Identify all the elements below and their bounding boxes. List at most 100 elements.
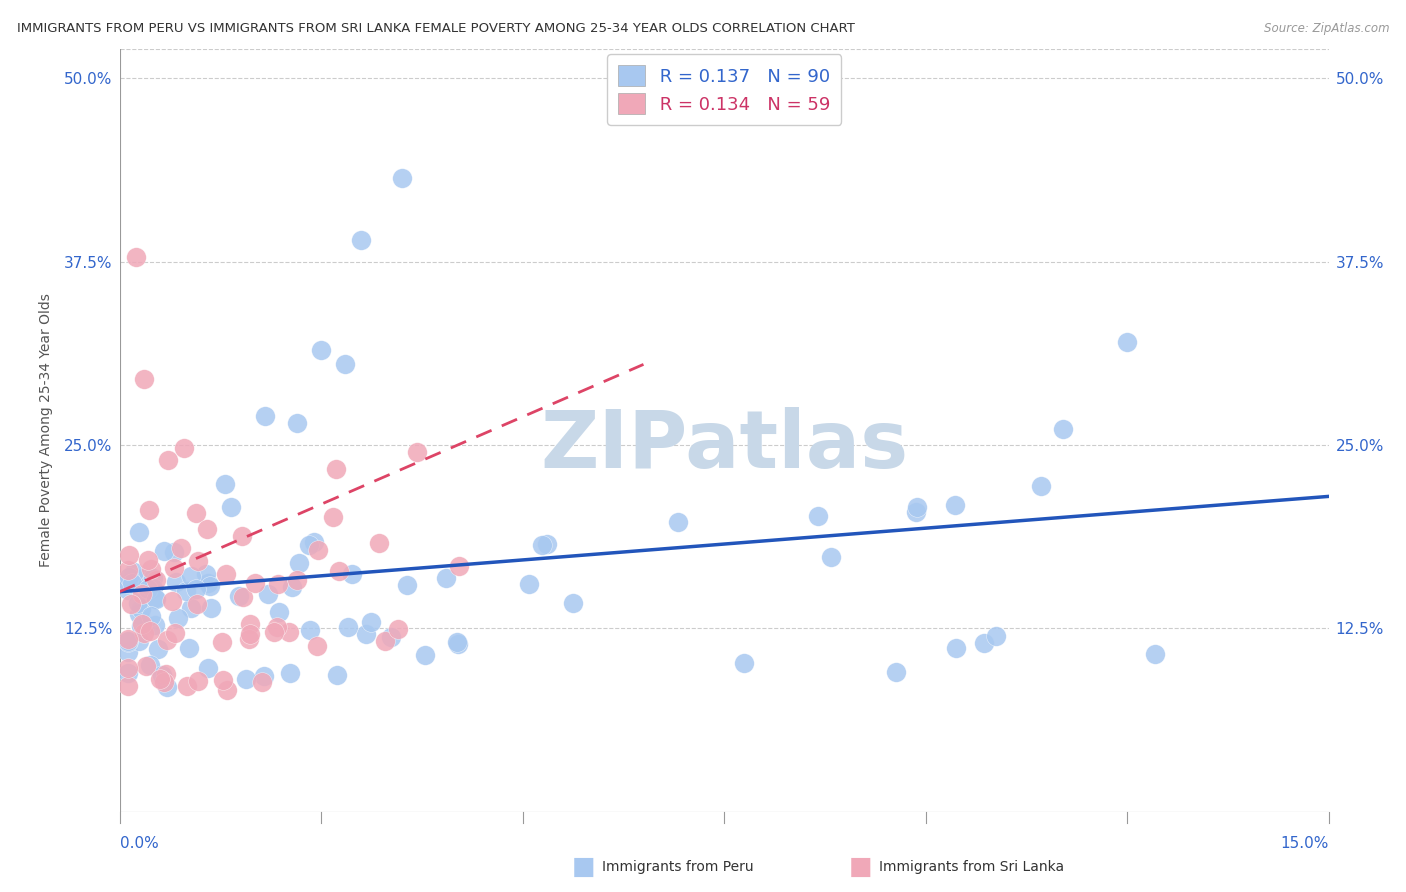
Point (215, 566, 238, 581)
Text: 0.0%: 0.0% (120, 837, 159, 851)
Point (298, 538, 321, 552)
Point (387, 622, 409, 636)
Point (945, 498, 967, 512)
Point (285, 573, 308, 587)
Point (180, 601, 202, 615)
Point (135, 659, 157, 673)
Point (517, 577, 540, 591)
Point (328, 564, 350, 578)
Point (132, 372, 155, 386)
Point (235, 672, 257, 686)
Point (231, 529, 253, 543)
Point (165, 575, 187, 590)
Point (446, 635, 468, 649)
Point (267, 577, 290, 591)
Point (138, 502, 160, 516)
Point (336, 620, 359, 634)
Point (128, 607, 150, 621)
Point (973, 636, 995, 650)
Point (195, 522, 218, 536)
Point (434, 571, 457, 585)
Point (142, 581, 165, 595)
Point (266, 620, 288, 634)
Text: Immigrants from Sri Lanka: Immigrants from Sri Lanka (879, 860, 1064, 874)
Point (302, 535, 325, 549)
Point (211, 673, 233, 688)
Point (117, 634, 139, 648)
Point (124, 250, 146, 264)
Point (238, 632, 260, 646)
Point (396, 578, 419, 592)
Point (1029, 479, 1052, 493)
Point (325, 462, 347, 476)
Point (156, 452, 179, 467)
Point (197, 661, 219, 675)
Point (117, 661, 139, 675)
Point (530, 538, 553, 552)
Point (174, 584, 197, 599)
Point (139, 624, 162, 639)
Point (561, 596, 583, 610)
Point (197, 575, 219, 590)
Point (121, 575, 143, 590)
Point (136, 553, 159, 567)
Point (278, 624, 301, 639)
Point (449, 558, 471, 573)
Point (129, 619, 152, 633)
Point (117, 632, 139, 647)
Point (131, 616, 153, 631)
Point (127, 596, 149, 610)
Point (243, 575, 266, 590)
Point (128, 633, 150, 648)
Point (145, 592, 167, 607)
Point (167, 611, 190, 625)
Point (187, 673, 209, 688)
Point (884, 665, 907, 679)
Point (1116, 335, 1139, 350)
Point (153, 675, 176, 690)
Point (156, 633, 179, 648)
Point (117, 563, 139, 577)
Point (278, 665, 301, 680)
Point (132, 626, 155, 640)
Point (354, 627, 377, 641)
Point (150, 667, 173, 681)
Point (214, 476, 236, 491)
Point (391, 171, 413, 186)
Point (335, 358, 357, 372)
Point (131, 571, 153, 585)
Point (163, 545, 186, 559)
Point (186, 597, 208, 611)
Text: 15.0%: 15.0% (1281, 837, 1329, 851)
Legend:  R = 0.137   N = 90,  R = 0.134   N = 59: R = 0.137 N = 90, R = 0.134 N = 59 (607, 54, 841, 125)
Point (1052, 422, 1074, 436)
Point (374, 634, 396, 648)
Point (733, 656, 755, 670)
Point (253, 669, 276, 683)
Point (170, 541, 193, 555)
Point (195, 567, 218, 582)
Point (405, 445, 427, 459)
Point (118, 570, 141, 584)
Point (986, 629, 1008, 643)
Point (905, 500, 928, 515)
Point (263, 625, 285, 640)
Point (360, 615, 382, 630)
Point (447, 637, 470, 651)
Point (129, 601, 152, 615)
Point (820, 549, 842, 564)
Point (305, 639, 328, 653)
Point (219, 500, 242, 514)
Point (228, 589, 250, 603)
Text: ■: ■ (572, 855, 595, 879)
Point (143, 617, 166, 632)
Point (176, 679, 198, 693)
Y-axis label: Female Poverty Among 25-34 Year Olds: Female Poverty Among 25-34 Year Olds (39, 293, 53, 567)
Point (211, 635, 233, 649)
Point (413, 648, 436, 662)
Point (139, 657, 162, 672)
Point (368, 536, 391, 550)
Text: Source: ZipAtlas.com: Source: ZipAtlas.com (1264, 22, 1389, 36)
Point (257, 587, 280, 601)
Point (281, 580, 304, 594)
